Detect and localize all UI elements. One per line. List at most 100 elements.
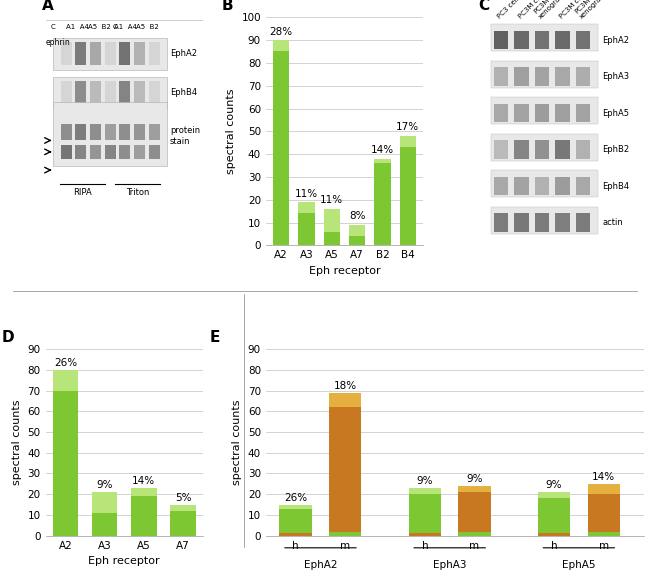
Bar — [105, 81, 116, 104]
Bar — [514, 67, 528, 86]
Bar — [120, 145, 131, 159]
Bar — [134, 145, 145, 159]
Text: C: C — [51, 24, 56, 30]
Bar — [53, 102, 166, 165]
Bar — [61, 124, 72, 141]
Bar — [374, 159, 391, 163]
Text: 9%: 9% — [546, 480, 562, 490]
Bar — [576, 214, 590, 232]
Text: B: B — [222, 0, 233, 13]
Bar — [92, 513, 118, 536]
Text: EphA2: EphA2 — [603, 36, 630, 44]
Bar — [494, 141, 508, 159]
Bar — [576, 141, 590, 159]
Bar — [349, 225, 365, 236]
Bar — [491, 24, 598, 51]
Bar — [491, 207, 598, 234]
Bar — [280, 533, 312, 536]
Bar — [324, 232, 340, 245]
Text: 9%: 9% — [466, 474, 483, 484]
Bar — [75, 124, 86, 141]
Bar — [535, 141, 549, 159]
Bar — [134, 124, 145, 141]
X-axis label: Eph receptor: Eph receptor — [88, 556, 160, 566]
Y-axis label: spectral counts: spectral counts — [232, 400, 242, 485]
Bar — [75, 43, 86, 65]
Bar — [53, 38, 166, 70]
Bar — [494, 67, 508, 86]
X-axis label: Eph receptor: Eph receptor — [309, 266, 380, 276]
Text: 11%: 11% — [320, 195, 343, 206]
Bar — [491, 134, 598, 161]
Bar — [90, 124, 101, 141]
Text: 26%: 26% — [54, 358, 77, 367]
Bar — [134, 81, 145, 104]
Bar — [120, 43, 131, 65]
Text: D: D — [1, 330, 14, 346]
Bar — [535, 214, 549, 232]
Bar — [400, 147, 416, 245]
Bar — [514, 177, 528, 195]
Bar — [105, 43, 116, 65]
Y-axis label: spectral counts: spectral counts — [226, 89, 236, 174]
Bar — [329, 393, 361, 407]
Bar — [280, 505, 312, 509]
Text: 28%: 28% — [270, 26, 292, 37]
Text: PC3M
xenograft: PC3M xenograft — [533, 0, 566, 20]
Text: EphA2: EphA2 — [170, 50, 197, 58]
Bar — [131, 488, 157, 497]
Y-axis label: spectral counts: spectral counts — [12, 400, 22, 485]
Bar — [150, 81, 161, 104]
Bar — [576, 67, 590, 86]
Text: EphA3: EphA3 — [603, 72, 630, 81]
Bar — [329, 393, 361, 536]
Text: 11%: 11% — [295, 188, 318, 199]
Bar — [494, 104, 508, 122]
Text: 8%: 8% — [349, 211, 365, 221]
Bar — [298, 202, 315, 214]
Bar — [588, 484, 620, 494]
Text: 9%: 9% — [96, 480, 113, 490]
Text: A1  A4: A1 A4 — [114, 24, 137, 30]
Text: A5  B2: A5 B2 — [136, 24, 159, 30]
Bar — [576, 104, 590, 122]
Bar — [90, 81, 101, 104]
Text: EphB4: EphB4 — [170, 88, 197, 97]
Bar — [535, 104, 549, 122]
Bar — [491, 170, 598, 198]
Text: PC3M cells: PC3M cells — [558, 0, 589, 20]
Bar — [458, 532, 491, 536]
Bar — [555, 177, 569, 195]
Bar — [514, 214, 528, 232]
Text: 26%: 26% — [284, 492, 307, 502]
Text: protein
stain: protein stain — [170, 126, 200, 146]
Bar — [458, 486, 491, 492]
Bar — [535, 177, 549, 195]
Bar — [555, 31, 569, 49]
Bar — [105, 145, 116, 159]
Bar — [273, 40, 289, 51]
Bar — [555, 214, 569, 232]
Bar — [494, 31, 508, 49]
Text: EphA3: EphA3 — [433, 560, 467, 570]
Bar — [134, 43, 145, 65]
Bar — [53, 370, 78, 391]
Bar — [576, 177, 590, 195]
Bar — [90, 145, 101, 159]
Bar — [273, 51, 289, 245]
Bar — [329, 532, 361, 536]
Text: EphA5: EphA5 — [562, 560, 595, 570]
Text: 14%: 14% — [132, 476, 155, 486]
Bar — [349, 236, 365, 245]
Text: PC3M cells: PC3M cells — [517, 0, 548, 20]
Bar — [538, 492, 570, 498]
Bar — [92, 492, 118, 513]
Bar — [588, 532, 620, 536]
Bar — [494, 214, 508, 232]
Text: 14%: 14% — [592, 472, 616, 482]
Text: 14%: 14% — [371, 145, 394, 156]
Bar — [150, 43, 161, 65]
Bar — [131, 497, 157, 536]
Text: EphB4: EphB4 — [603, 181, 630, 191]
Bar — [280, 509, 312, 536]
